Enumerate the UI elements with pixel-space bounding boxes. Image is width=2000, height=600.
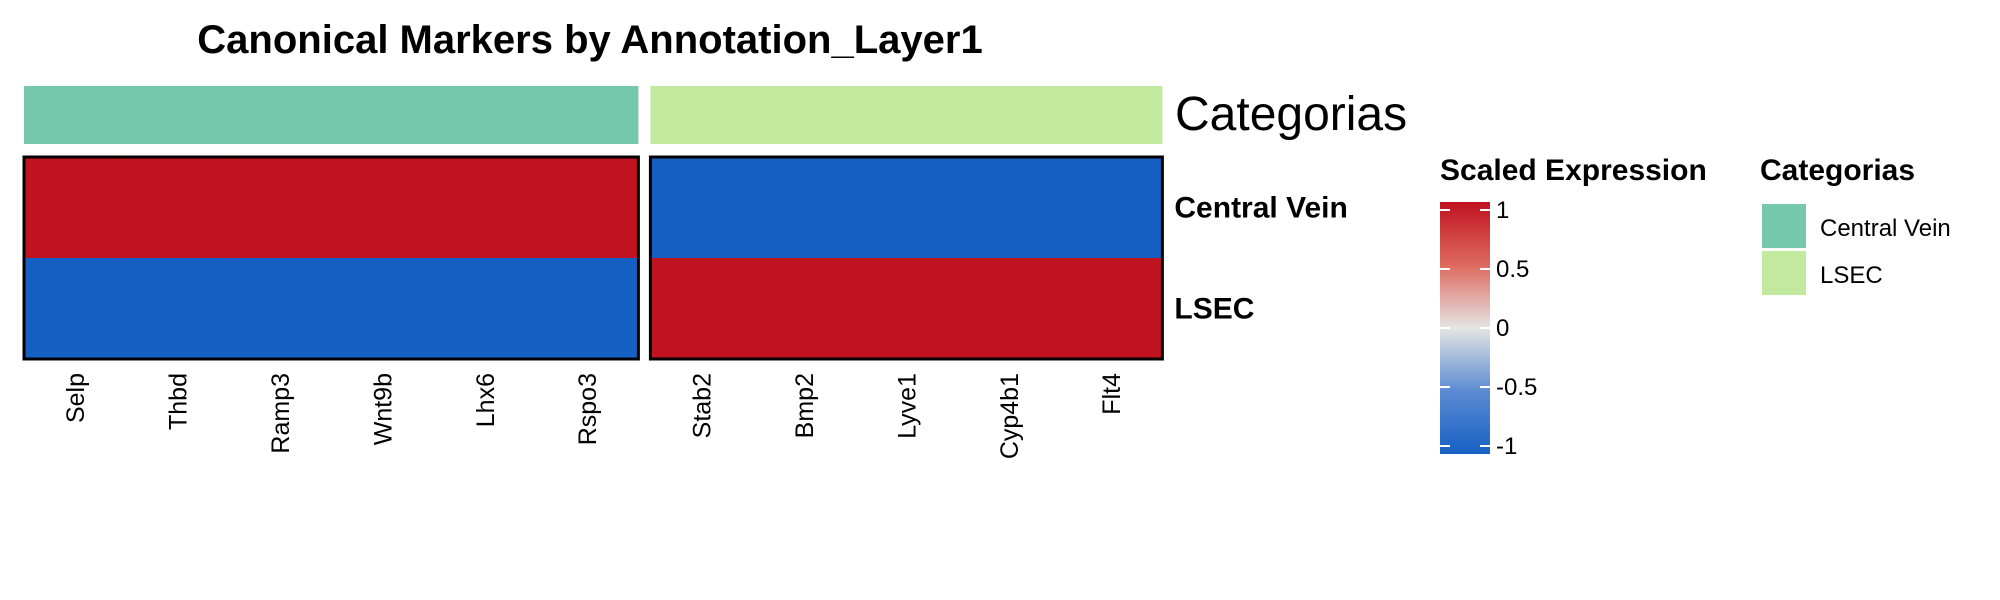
chart-title: Canonical Markers by Annotation_Layer1: [197, 18, 982, 62]
column-labels: Selp Thbd Ramp3 Wnt9b Lhx6 Rspo3 Stab2 Bmp2 Lyve…: [62, 373, 1126, 459]
category-legend-title: Categorias: [1760, 154, 1915, 187]
cell-lsec-rspo3: [536, 258, 639, 360]
color-scale-legend: Scaled Expression 1 0.5 0 -0.5 -1: [1440, 154, 1707, 460]
column-label-ramp3: Ramp3: [267, 373, 295, 454]
scale-tick-label: 0: [1496, 315, 1509, 342]
category-legend: Categorias Central Vein LSEC: [1760, 154, 1951, 295]
cell-lsec-lyve1: [855, 258, 959, 360]
cell-central-vein-rspo3: [536, 157, 639, 259]
column-label-flt4: Flt4: [1098, 373, 1126, 415]
heatmap-cells: [22, 155, 1164, 361]
legend-swatch-lsec: [1762, 251, 1806, 295]
scale-tick-label: -1: [1496, 433, 1517, 460]
color-scale-title: Scaled Expression: [1440, 154, 1707, 187]
cell-lsec-flt4: [1060, 258, 1163, 360]
cell-central-vein-lhx6: [433, 157, 537, 259]
cell-central-vein-selp: [24, 157, 127, 259]
column-label-rspo3: Rspo3: [574, 373, 602, 445]
cell-lsec-lhx6: [433, 258, 537, 360]
scale-tick-label: -0.5: [1496, 374, 1537, 401]
heatmap-slice-border-lsec: [648, 155, 1164, 361]
legend-label-central-vein: Central Vein: [1820, 215, 1951, 242]
annotation-bar-central-vein: [24, 86, 639, 144]
row-labels: Central Vein LSEC: [1174, 192, 1347, 326]
cell-lsec-bmp2: [752, 258, 856, 360]
cell-lsec-thbd: [126, 258, 230, 360]
cell-central-vein-lyve1: [855, 157, 959, 259]
cell-central-vein-ramp3: [228, 157, 332, 259]
cell-central-vein-stab2: [650, 157, 754, 259]
column-label-cyp4b1: Cyp4b1: [996, 373, 1024, 459]
cell-central-vein-cyp4b1: [957, 157, 1061, 259]
column-label-lhx6: Lhx6: [472, 373, 500, 427]
scale-tick-label: 1: [1496, 197, 1509, 224]
column-label-selp: Selp: [62, 373, 90, 423]
cell-lsec-cyp4b1: [957, 258, 1061, 360]
column-label-thbd: Thbd: [165, 373, 193, 430]
column-label-wnt9b: Wnt9b: [369, 373, 397, 445]
row-label-central-vein: Central Vein: [1174, 192, 1347, 225]
cell-lsec-ramp3: [228, 258, 332, 360]
column-label-stab2: Stab2: [689, 373, 717, 438]
heatmap-slice-border-central-vein: [22, 155, 640, 361]
cell-central-vein-flt4: [1060, 157, 1163, 259]
cell-lsec-stab2: [650, 258, 754, 360]
annotation-bars: [24, 86, 1163, 144]
cell-central-vein-bmp2: [752, 157, 856, 259]
cell-lsec-wnt9b: [331, 258, 435, 360]
legend-label-lsec: LSEC: [1820, 262, 1883, 289]
scale-tick-label: 0.5: [1496, 256, 1529, 283]
annotation-bar-lsec: [650, 86, 1163, 144]
cell-central-vein-wnt9b: [331, 157, 435, 259]
column-label-bmp2: Bmp2: [791, 373, 819, 438]
cell-lsec-selp: [24, 258, 127, 360]
annotation-track-label: Categorias: [1175, 88, 1407, 141]
legend-swatch-central-vein: [1762, 204, 1806, 248]
cell-central-vein-thbd: [126, 157, 230, 259]
color-scale-ticks: 1 0.5 0 -0.5 -1: [1440, 197, 1537, 460]
row-label-lsec: LSEC: [1174, 293, 1254, 326]
column-label-lyve1: Lyve1: [893, 373, 921, 439]
